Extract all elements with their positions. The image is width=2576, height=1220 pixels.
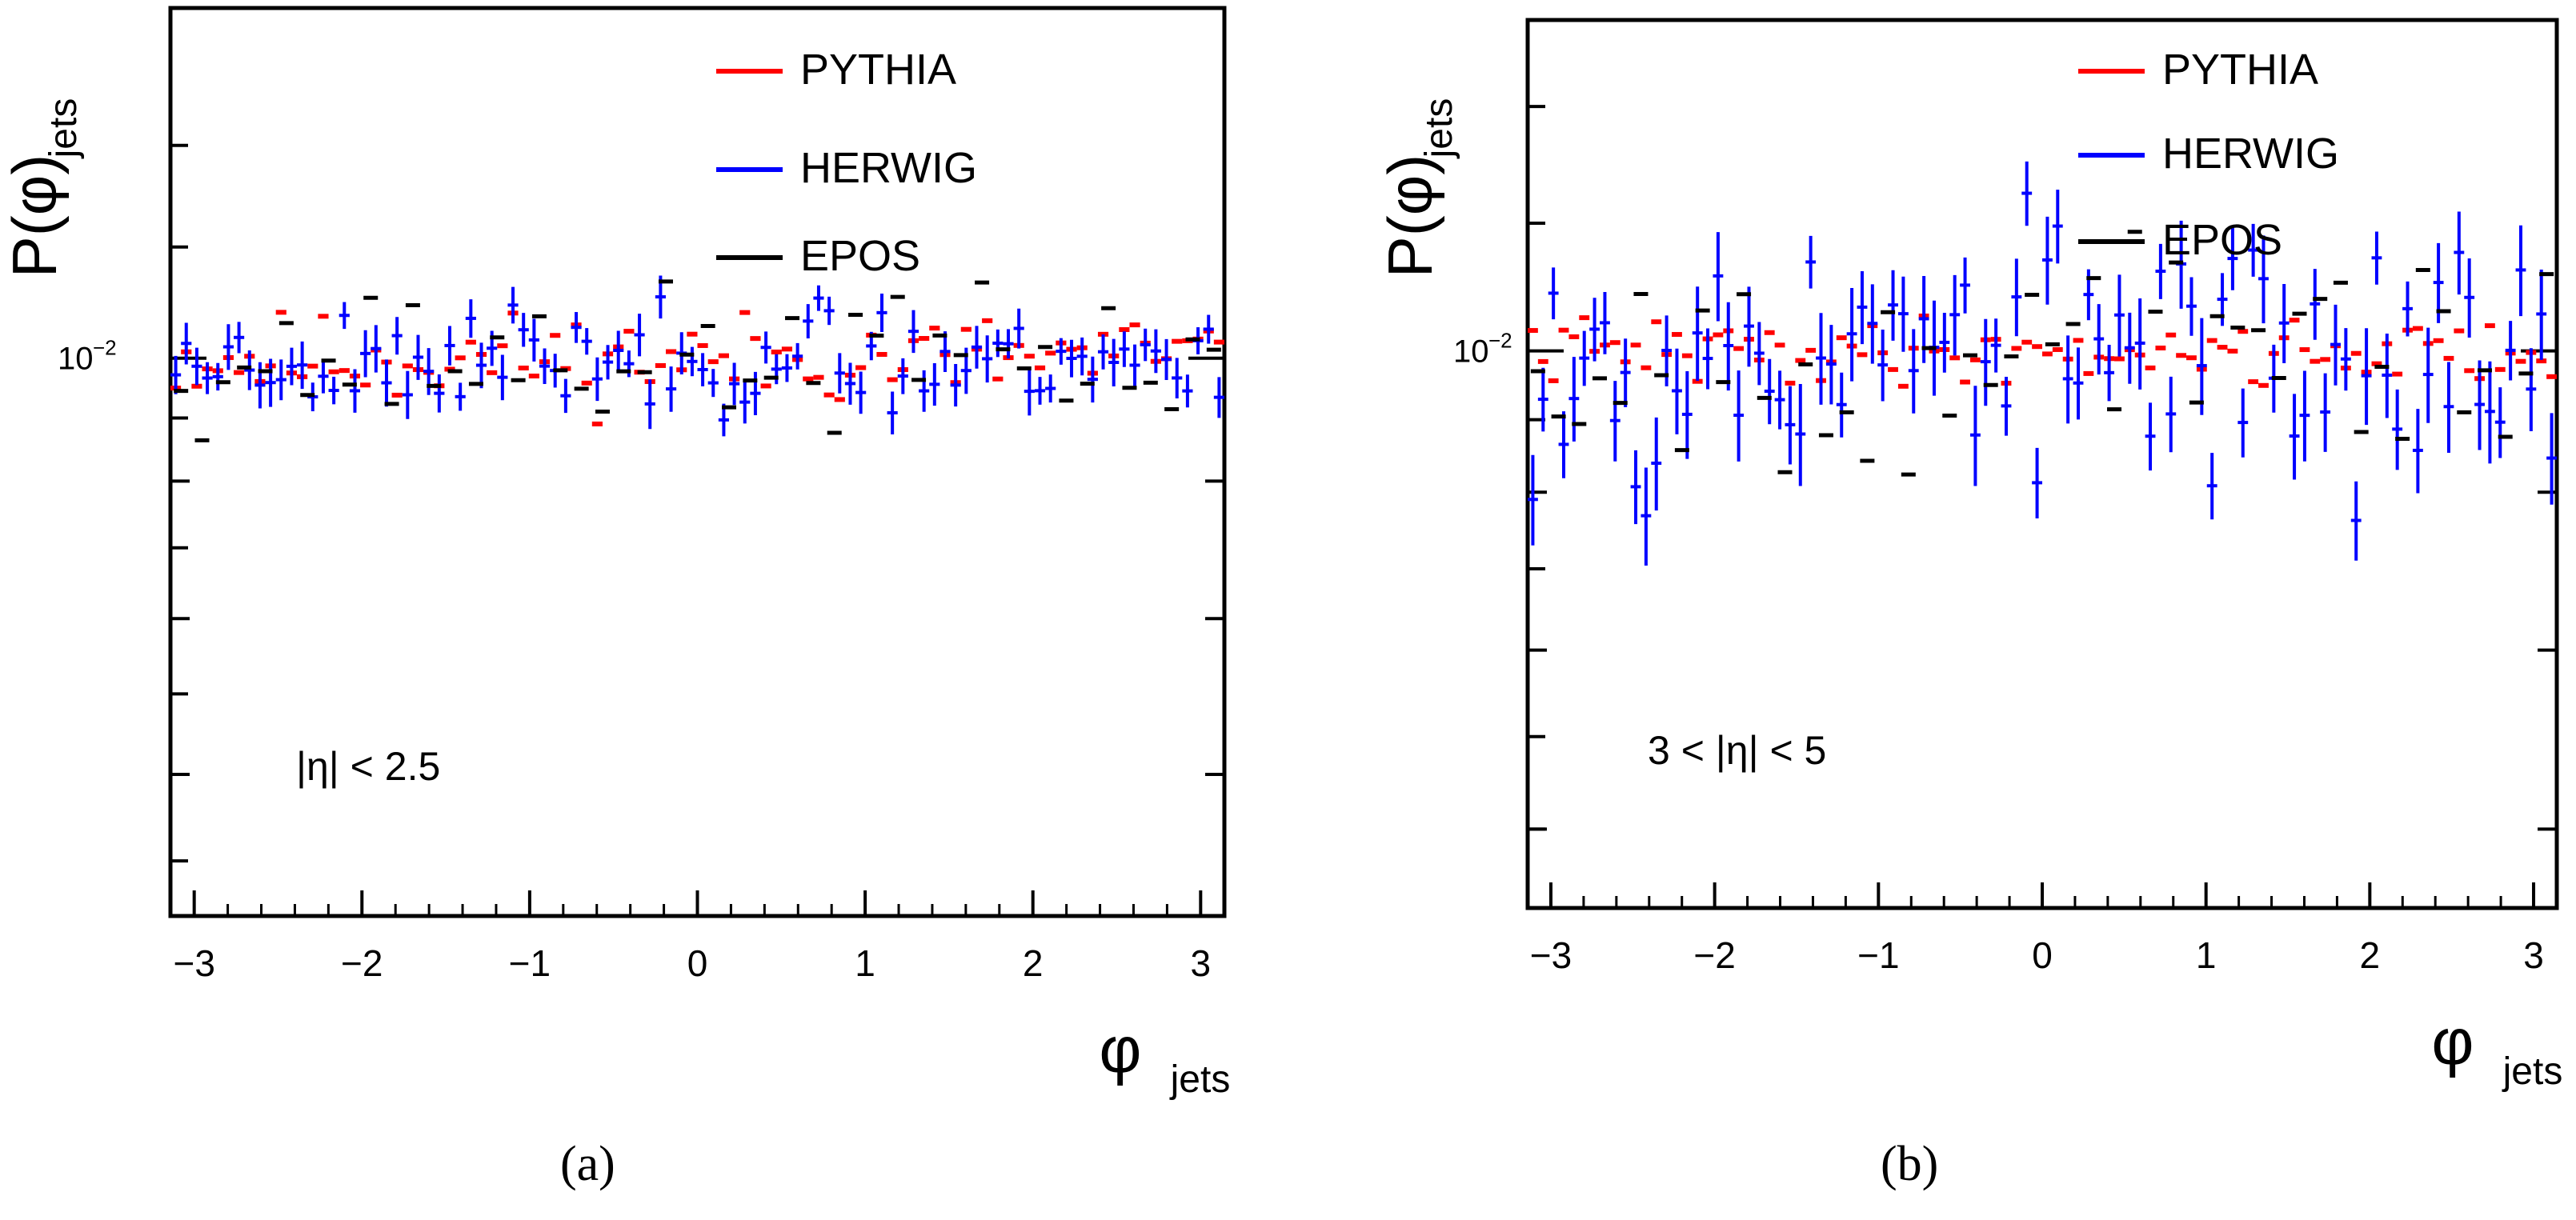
panel-b-xtick-label: −1 — [1857, 934, 1899, 976]
panel-a-xtick-label: 3 — [1191, 942, 1212, 984]
panel-a-xtick-label: 2 — [1023, 942, 1044, 984]
panel-b-xtick-label: −3 — [1530, 934, 1572, 976]
caption-b-text: (b) — [1881, 1137, 1939, 1191]
panel-a-xtick-label: −2 — [341, 942, 383, 984]
panel-b-ylabel-sub: jets — [1418, 98, 1460, 160]
caption-b: (b) — [1881, 1136, 1938, 1193]
panel-a-ytick-label-exp: −2 — [93, 336, 117, 360]
panel-a-annotation: |η| < 2.5 — [296, 744, 440, 789]
caption-a-text: (a) — [560, 1137, 615, 1191]
panel-a-ytick-label-base: 10 — [58, 342, 94, 377]
panel-b-ytick-label-exp: −2 — [1488, 329, 1512, 353]
panel-a-legend-label-pythia: PYTHIA — [800, 46, 956, 94]
panel-b-legend-label-herwig: HERWIG — [2162, 130, 2339, 178]
panel-a-legend-label-epos: EPOS — [800, 232, 920, 280]
panel-b-xtick-label: 3 — [2523, 934, 2544, 976]
panel-b-frame — [1525, 18, 2559, 910]
panel-b-xtick-label: 1 — [2196, 934, 2217, 976]
panel-b-xlabel-sub: jets — [2502, 1050, 2563, 1093]
panel-b-ytick-label-base: 10 — [1453, 334, 1489, 370]
panel-a-ylabel-main: P(φ) — [0, 154, 70, 278]
panel-b-ylabel: P(φ)jets — [1375, 98, 1460, 278]
panel-b-legend-label-epos: EPOS — [2162, 216, 2282, 264]
panel-b-ylabel-main: P(φ) — [1375, 154, 1445, 278]
panel-b-series-herwig — [1528, 161, 2557, 566]
caption-a: (a) — [560, 1136, 615, 1193]
panel-a-xtick-label: 1 — [855, 942, 875, 984]
panel-a-xlabel-main: φ — [1099, 1014, 1141, 1086]
panel-b-series-epos — [1530, 230, 2554, 477]
panel-b-xtick-label: 2 — [2360, 934, 2381, 976]
panel-b-annotation: 3 < |η| < 5 — [1648, 728, 1826, 773]
panel-b-xlabel-main: φ — [2431, 1006, 2474, 1078]
panel-b-xtick-label: 0 — [2032, 934, 2053, 976]
panel-a-series-epos — [174, 279, 1221, 442]
panel-a-ylabel: P(φ)jets — [0, 98, 85, 278]
panel-a-xtick-label: 0 — [687, 942, 708, 984]
panel-a-series-herwig — [170, 275, 1224, 437]
panel-a-ylabel-sub: jets — [42, 98, 85, 160]
panel-a-xlabel-sub: jets — [1169, 1058, 1231, 1101]
panel-b-xtick-label: −2 — [1693, 934, 1735, 976]
panel-b-series-pythia — [1528, 313, 2557, 389]
panel-a-xtick-label: −1 — [509, 942, 551, 984]
panel-a-xtick-label: −3 — [173, 942, 214, 984]
panel-a-legend-label-herwig: HERWIG — [800, 144, 977, 192]
panel-b-legend-label-pythia: PYTHIA — [2162, 46, 2318, 94]
